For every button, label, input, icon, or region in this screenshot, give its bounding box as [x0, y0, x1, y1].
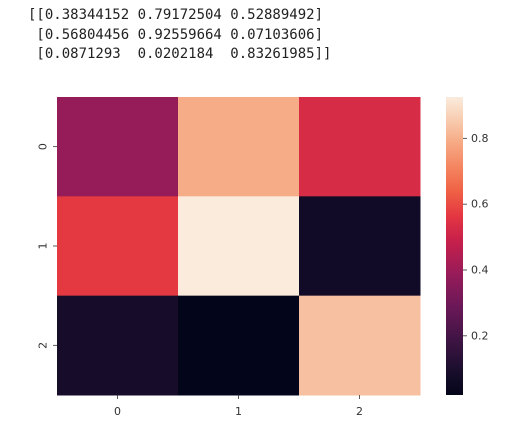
colorbar-tick-label-0: 0.2 — [471, 329, 489, 342]
x-axis-ticks: 0 1 2 — [114, 394, 363, 418]
colorbar-ticks: 0.2 0.4 0.6 0.8 — [463, 132, 489, 342]
heatmap-cell-0-0 — [57, 97, 179, 197]
array-row-0: [[0.38344152 0.79172504 0.52889492] — [28, 7, 324, 23]
heatmap-cell-1-1 — [178, 196, 300, 297]
heatmap-cell-2-2 — [299, 295, 421, 396]
colorbar — [446, 97, 463, 395]
y-axis-ticks: 0 1 2 — [37, 143, 57, 349]
y-tick-label-0: 0 — [37, 143, 50, 150]
array-row-2: [0.0871293 0.0202184 0.83261985]] — [28, 46, 332, 62]
colorbar-tick-label-1: 0.4 — [471, 263, 489, 276]
y-tick-label-1: 1 — [37, 242, 50, 249]
heatmap-cell-0-2 — [299, 97, 421, 197]
printed-array-output: [[0.38344152 0.79172504 0.52889492] [0.5… — [28, 6, 331, 65]
array-row-1: [0.56804456 0.92559664 0.07103606] — [28, 26, 324, 43]
y-tick-label-2: 2 — [37, 342, 50, 349]
heatmap-cells — [57, 97, 421, 396]
x-tick-label-2: 2 — [356, 405, 363, 418]
heatmap-cell-2-1 — [178, 295, 300, 396]
heatmap-cell-1-2 — [299, 196, 421, 297]
heatmap-cell-0-1 — [178, 97, 300, 197]
colorbar-tick-label-3: 0.8 — [471, 132, 489, 145]
colorbar-tick-label-2: 0.6 — [471, 198, 489, 211]
heatmap-cell-2-0 — [57, 295, 179, 396]
x-tick-label-0: 0 — [114, 405, 121, 418]
x-tick-label-1: 1 — [235, 405, 242, 418]
heatmap-cell-1-0 — [57, 196, 179, 297]
